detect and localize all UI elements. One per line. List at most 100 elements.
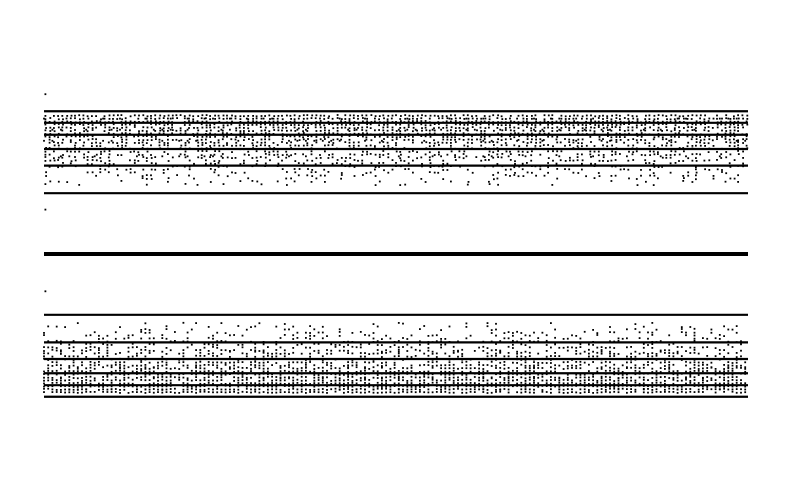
point-3942 xyxy=(592,329,594,331)
point-3117 xyxy=(438,153,440,156)
point-489 xyxy=(509,117,511,120)
point-2342 xyxy=(182,364,185,367)
point-3309 xyxy=(687,157,690,160)
point-2770 xyxy=(347,358,349,361)
point-1217 xyxy=(272,126,275,129)
point-162 xyxy=(406,391,409,394)
point-3408 xyxy=(550,346,552,349)
point-1354 xyxy=(626,379,628,382)
point-964 xyxy=(313,382,316,384)
point-2565 xyxy=(268,145,271,147)
point-411 xyxy=(323,118,326,120)
point-3450 xyxy=(706,346,709,348)
point-2303 xyxy=(57,142,59,144)
point-3263 xyxy=(378,156,381,158)
point-2120 xyxy=(186,367,189,369)
point-2905 xyxy=(197,150,200,152)
point-3134 xyxy=(520,351,523,354)
point-2969 xyxy=(509,150,511,153)
point-1847 xyxy=(691,133,694,136)
point-2694 xyxy=(47,359,50,361)
point-685 xyxy=(319,120,322,122)
point-3585 xyxy=(217,165,220,168)
point-1511 xyxy=(378,129,380,131)
point-1000 xyxy=(406,382,409,384)
point-1915 xyxy=(209,136,211,138)
point-1549 xyxy=(480,130,483,132)
point-2348 xyxy=(199,364,202,367)
point-3089 xyxy=(328,154,330,156)
point-1741 xyxy=(357,132,360,135)
point-1778 xyxy=(461,373,464,376)
point-1141 xyxy=(57,126,60,129)
point-856 xyxy=(727,385,730,387)
point-649 xyxy=(205,120,208,123)
point-1297 xyxy=(479,126,482,129)
point-3096 xyxy=(359,352,362,354)
point-992 xyxy=(381,382,383,385)
point-1732 xyxy=(338,374,341,376)
point-2346 xyxy=(195,364,197,367)
point-420 xyxy=(343,388,345,390)
point-2359 xyxy=(226,142,228,144)
point-3447 xyxy=(695,160,698,162)
point-639 xyxy=(183,121,186,123)
point-2574 xyxy=(300,361,303,364)
point-2945 xyxy=(408,150,411,153)
point-2909 xyxy=(205,150,208,152)
point-3893 xyxy=(610,175,613,177)
point-1166 xyxy=(123,379,126,381)
point-3369 xyxy=(306,159,309,162)
point-966 xyxy=(317,382,320,385)
point-3985 xyxy=(324,181,326,183)
point-2621 xyxy=(500,144,503,147)
point-4055 xyxy=(262,350,265,353)
point-527 xyxy=(619,118,621,120)
point-1292 xyxy=(465,378,468,381)
point-2295 xyxy=(742,138,744,141)
point-26 xyxy=(106,391,109,393)
point-3301 xyxy=(602,156,605,159)
point-2928 xyxy=(283,355,286,358)
point-850 xyxy=(714,386,717,388)
point-1884 xyxy=(110,370,113,373)
point-2922 xyxy=(267,354,269,357)
point-1731 xyxy=(336,132,339,135)
point-2996 xyxy=(626,355,628,358)
point-688 xyxy=(338,385,341,388)
point-2824 xyxy=(541,357,544,360)
point-1857 xyxy=(733,132,735,135)
point-1450 xyxy=(203,376,206,379)
point-2932 xyxy=(321,355,324,358)
point-3247 xyxy=(285,156,288,159)
point-3733 xyxy=(581,168,583,171)
point-3714 xyxy=(444,338,447,340)
point-3225 xyxy=(200,157,203,159)
point-2049 xyxy=(657,135,660,138)
point-2385 xyxy=(332,142,335,144)
point-2353 xyxy=(209,141,212,143)
point-553 xyxy=(683,117,685,120)
point-372 xyxy=(229,388,231,391)
point-609 xyxy=(107,121,110,123)
point-86 xyxy=(237,391,240,394)
point-2774 xyxy=(359,357,362,360)
point-3395 xyxy=(454,159,457,161)
point-1975 xyxy=(395,136,398,139)
point-2630 xyxy=(533,361,535,363)
point-2217 xyxy=(504,138,507,141)
point-353 xyxy=(183,117,186,120)
point-1455 xyxy=(217,130,220,132)
point-2822 xyxy=(533,358,535,361)
point-13 xyxy=(74,114,76,117)
point-1256 xyxy=(368,379,371,381)
point-1642 xyxy=(43,373,45,375)
point-4202 xyxy=(76,388,79,391)
point-1379 xyxy=(695,127,697,129)
point-3090 xyxy=(330,352,333,355)
point-2879 xyxy=(69,150,72,153)
point-4102 xyxy=(195,366,197,369)
point-698 xyxy=(364,385,366,387)
point-2454 xyxy=(571,364,573,367)
point-2719 xyxy=(150,148,152,150)
